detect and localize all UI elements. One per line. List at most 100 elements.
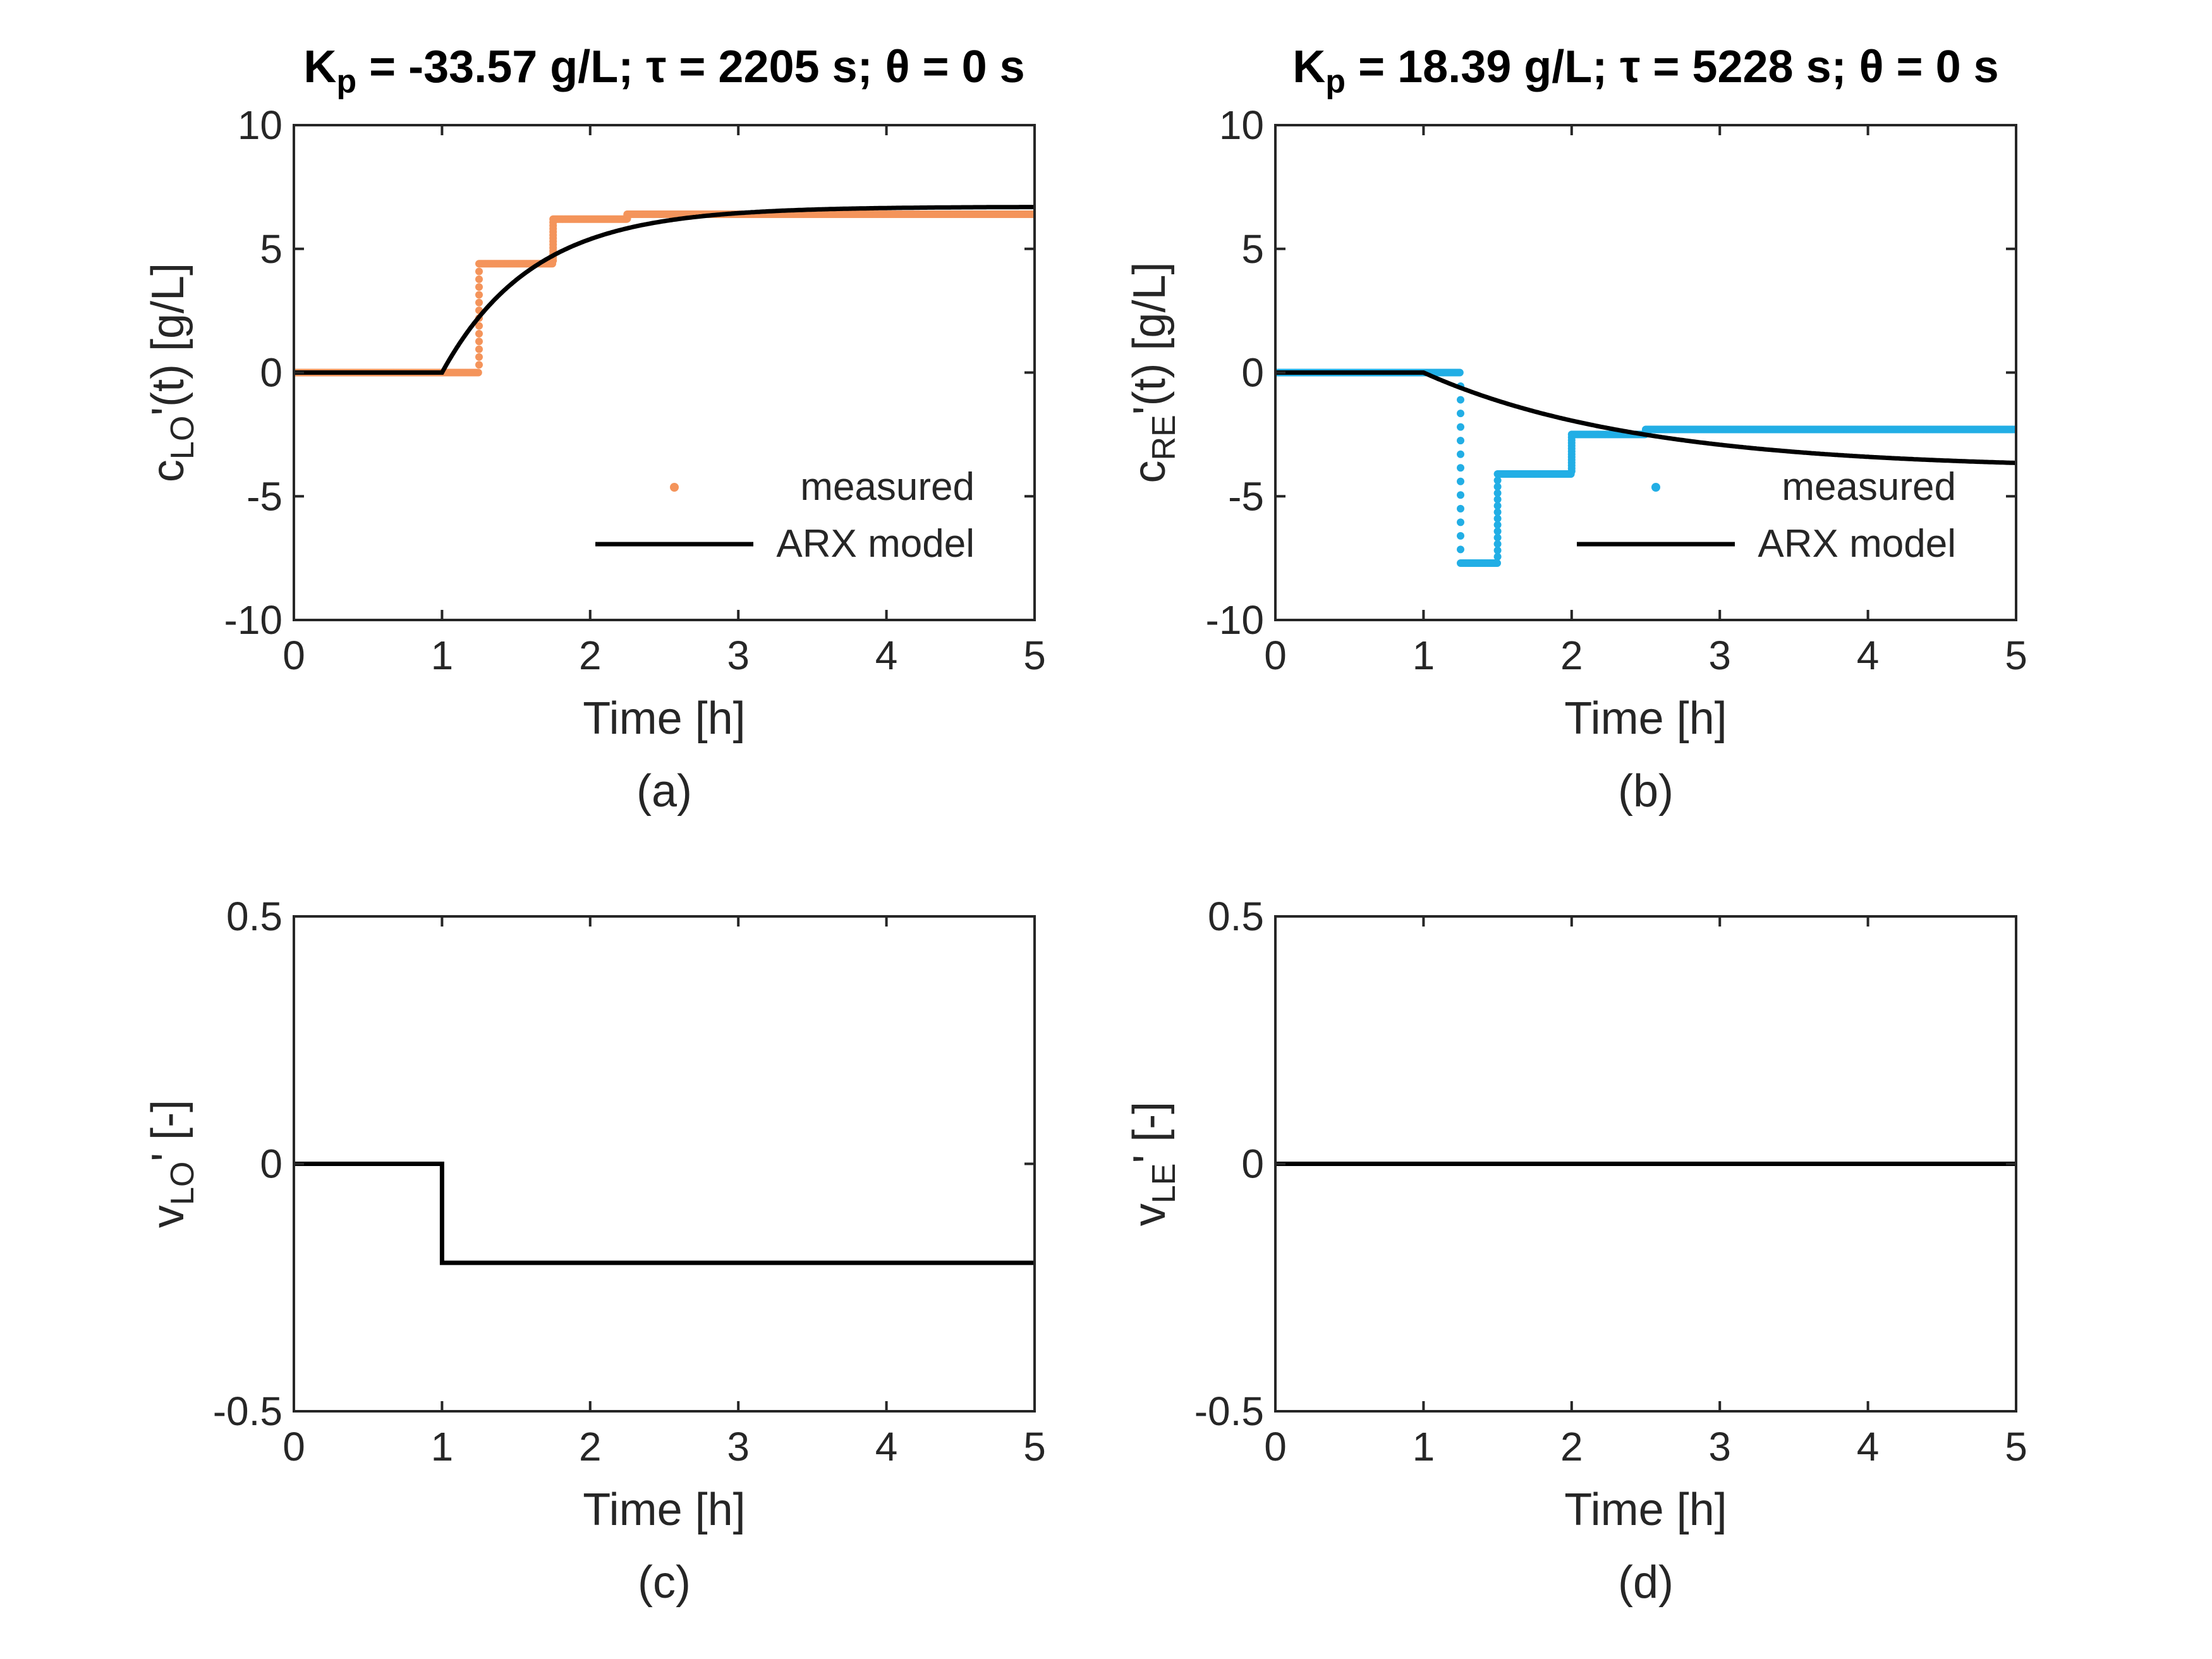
panel-b: 0 1 2 3 4 5 -10 -5 0 5 10 Time [h] (b) cRE'(t) [g/L] K…: [1124, 42, 2027, 817]
x-axis-label: Time [h]: [583, 1485, 745, 1535]
x-tick-label: 0: [283, 1424, 305, 1469]
x-tick-label: 3: [727, 1424, 750, 1469]
y-tick-label: 5: [260, 226, 283, 272]
data-point: [1493, 552, 1502, 561]
y-tick-label: -5: [246, 473, 283, 519]
x-axis-label: Time [h]: [1564, 1485, 1727, 1535]
data-point: [1457, 423, 1464, 431]
panel-title: Kp = 18.39 g/L; τ = 5228 s; θ = 0 s: [1292, 42, 1998, 100]
panel-title: Kp = -33.57 g/L; τ = 2205 s; θ = 0 s: [303, 42, 1024, 100]
data-point: [1457, 396, 1464, 404]
y-tick-label: -0.5: [1194, 1389, 1264, 1434]
plot-content: [294, 1162, 1035, 1265]
panel-caption: (d): [1618, 1557, 1674, 1608]
y-tick-label: -5: [1228, 473, 1264, 519]
x-tick-label: 4: [875, 633, 898, 678]
y-axis-label-group: cLO'(t) [g/L]: [143, 263, 201, 482]
y-axis-label-group: vLO' [-]: [143, 1100, 201, 1228]
data-point: [1493, 483, 1502, 491]
data-point: [475, 291, 483, 299]
x-tick-label: 3: [727, 633, 750, 678]
x-tick-label: 2: [1560, 1424, 1583, 1469]
data-point: [1493, 495, 1502, 504]
data-point: [1457, 464, 1464, 472]
x-tick-label: 0: [1264, 1424, 1287, 1469]
panel-caption: (a): [636, 766, 692, 817]
x-tick-label: 4: [1857, 633, 1880, 678]
x-tick-label: 1: [431, 1424, 454, 1469]
y-axis-label: vLE' [-]: [1124, 1102, 1182, 1226]
data-point: [475, 329, 483, 337]
y-axis-label: cRE'(t) [g/L]: [1124, 262, 1182, 483]
panel-a: 0 1 2 3 4 5 -10 -5 0 5 10 Time [h] (a) cLO'(t) [g/L] K…: [143, 42, 1046, 817]
x-tick-label: 1: [1413, 633, 1435, 678]
panel-caption: (b): [1618, 766, 1674, 817]
panel-caption: (c): [638, 1557, 691, 1608]
legend: measured ARX model: [1577, 465, 1956, 566]
x-axis-label: Time [h]: [1564, 693, 1727, 744]
data-point: [1493, 559, 1502, 567]
x-tick-label: 1: [1413, 1424, 1435, 1469]
data-point: [1457, 518, 1464, 526]
y-tick-label: -0.5: [213, 1389, 283, 1434]
x-tick-label: 2: [579, 1424, 602, 1469]
legend-label-arx-model: ARX model: [1758, 522, 1956, 566]
data-point: [1457, 545, 1464, 554]
data-point: [1493, 477, 1502, 485]
y-axis-label-group: vLE' [-]: [1124, 1102, 1182, 1226]
data-point: [1493, 508, 1502, 516]
y-tick-label: 5: [1241, 226, 1264, 272]
x-tick-label: 2: [579, 633, 602, 678]
data-point: [1457, 410, 1464, 418]
x-tick-label: 4: [1857, 1424, 1880, 1469]
data-point: [1493, 514, 1502, 523]
legend-marker-measured: [670, 483, 679, 492]
y-axis-label: cLO'(t) [g/L]: [143, 263, 201, 482]
x-tick-label: 0: [283, 633, 305, 678]
x-axis-label: Time [h]: [583, 693, 745, 744]
data-point: [475, 361, 483, 369]
legend-marker-measured: [1651, 483, 1660, 492]
x-tick-label: 4: [875, 1424, 898, 1469]
data-point: [1457, 437, 1464, 445]
legend-label-measured: measured: [1782, 465, 1956, 509]
data-point: [475, 275, 483, 283]
y-axis-label-group: cRE'(t) [g/L]: [1124, 262, 1182, 483]
data-point: [1493, 521, 1502, 529]
data-point: [475, 322, 483, 330]
x-tick-label: 5: [2005, 633, 2027, 678]
data-point: [1493, 540, 1502, 548]
y-tick-label: -10: [1206, 597, 1265, 643]
plot-content: [294, 205, 1035, 377]
y-tick-label: 0.5: [226, 894, 283, 939]
data-point: [475, 283, 483, 291]
x-tick-label: 5: [2005, 1424, 2027, 1469]
data-point: [1457, 450, 1464, 458]
y-tick-label: -10: [224, 597, 283, 643]
x-tick-label: 3: [1708, 633, 1731, 678]
x-tick-label: 0: [1264, 633, 1287, 678]
series-arx-model: [294, 205, 1035, 375]
x-tick-label: 1: [431, 633, 454, 678]
data-point: [1457, 477, 1464, 485]
x-tick-label: 2: [1560, 633, 1583, 678]
series-arx-model: [1275, 370, 2016, 465]
data-point: [1457, 532, 1464, 540]
data-point: [1457, 504, 1464, 513]
data-point: [475, 345, 483, 353]
data-point: [1455, 368, 1464, 377]
data-point: [475, 337, 483, 346]
series-input: [294, 1162, 1035, 1265]
x-tick-label: 5: [1023, 1424, 1046, 1469]
data-point: [1493, 527, 1502, 535]
y-axis-label: vLO' [-]: [143, 1100, 201, 1228]
y-tick-label: 10: [1219, 102, 1264, 148]
y-tick-label: 0: [260, 1141, 283, 1187]
data-point: [1493, 489, 1502, 497]
x-tick-label: 3: [1708, 1424, 1731, 1469]
data-point: [1493, 533, 1502, 542]
y-tick-label: 0.5: [1208, 894, 1264, 939]
